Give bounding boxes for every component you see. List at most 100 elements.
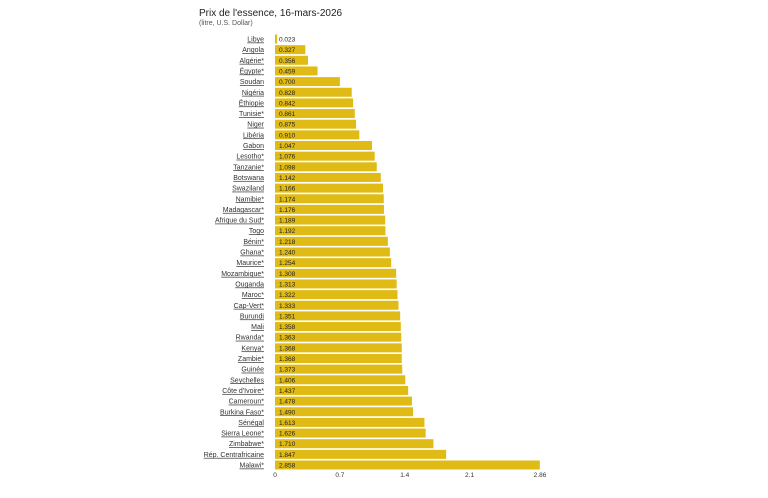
value-label: 0.875 [279, 122, 296, 129]
value-label: 1.333 [279, 303, 296, 310]
value-label: 1.166 [279, 186, 296, 193]
value-label: 1.478 [279, 399, 296, 406]
value-label: 1.174 [279, 196, 296, 203]
category-label: Algérie* [239, 58, 264, 65]
bar [275, 87, 352, 97]
category-label: Gabon [243, 143, 264, 150]
value-label: 0.842 [279, 100, 296, 107]
bar [275, 396, 412, 406]
value-label: 0.700 [279, 79, 296, 86]
value-label: 0.327 [279, 47, 296, 54]
value-label: 0.023 [279, 37, 296, 44]
category-label: Sénégal [238, 420, 264, 427]
category-label: Ouganda [235, 281, 264, 288]
category-label: Libéria [243, 132, 264, 139]
value-label: 1.142 [279, 175, 296, 182]
chart-subtitle: (litre, U.S. Dollar) [199, 20, 253, 27]
category-label: Burundi [240, 313, 265, 320]
category-label: Swaziland [232, 186, 264, 193]
bar [275, 247, 390, 257]
value-label: 0.459 [279, 68, 296, 75]
value-label: 1.322 [279, 292, 296, 299]
bar [275, 226, 386, 236]
bar [275, 119, 357, 129]
bar [275, 109, 355, 119]
category-label: Kenya* [241, 345, 264, 352]
category-label: Maroc* [242, 292, 264, 299]
value-label: 1.308 [279, 271, 296, 278]
category-label: Lesotho* [236, 154, 264, 161]
category-label: Zimbabwe* [229, 441, 264, 448]
category-label: Tanzanie* [233, 164, 264, 171]
category-label: Malawi* [239, 463, 264, 470]
bar [275, 45, 306, 55]
bar [275, 66, 318, 76]
category-label: Sierra Leone* [221, 431, 264, 438]
bar [275, 268, 397, 278]
x-tick-label: 2.1 [465, 472, 474, 479]
value-label: 1.363 [279, 335, 296, 342]
x-tick-label: 0 [273, 472, 277, 479]
bar [275, 215, 386, 225]
category-label: Cameroun* [229, 399, 265, 406]
x-tick-label: 1.4 [400, 472, 409, 479]
category-label: Libye [247, 37, 264, 44]
value-label: 1.406 [279, 377, 296, 384]
bar [275, 428, 426, 438]
value-label: 1.358 [279, 324, 296, 331]
category-label: Ghana* [240, 250, 264, 257]
bar [275, 407, 414, 417]
category-label: Nigéria [242, 90, 264, 97]
value-label: 0.861 [279, 111, 296, 118]
category-label: Botswana [233, 175, 264, 182]
bar [275, 449, 447, 459]
bar [275, 311, 401, 321]
category-label: Bénin* [243, 239, 264, 246]
bar [275, 300, 399, 310]
value-label: 1.218 [279, 239, 296, 246]
bar [275, 172, 381, 182]
bar [275, 375, 406, 385]
bar [275, 364, 403, 374]
bar [275, 332, 402, 342]
bar [275, 354, 402, 363]
category-label: Madagascar* [223, 207, 265, 214]
chart-title: Prix de l'essence, 16-mars-2026 [199, 8, 343, 19]
bar [275, 385, 409, 395]
category-label: Zambie* [238, 356, 264, 363]
value-label: 1.847 [279, 452, 296, 459]
category-label: Angola [242, 47, 264, 54]
value-label: 0.828 [279, 90, 296, 97]
value-label: 1.047 [279, 143, 296, 150]
value-label: 1.437 [279, 388, 296, 395]
value-label: 1.368 [279, 356, 296, 363]
value-label: 1.189 [279, 218, 296, 225]
value-label: 1.626 [279, 431, 296, 438]
bar [275, 183, 384, 193]
bar [275, 460, 540, 470]
value-label: 1.076 [279, 154, 296, 161]
category-label: Maurice* [236, 260, 264, 267]
x-tick-label: 0.7 [335, 472, 344, 479]
bar [275, 162, 377, 172]
category-label: Burkina Faso* [220, 409, 264, 416]
value-label: 0.910 [279, 132, 296, 139]
bar [275, 258, 392, 268]
category-label: Seychelles [230, 377, 264, 384]
bar [275, 343, 402, 353]
category-label: Tunisie* [239, 111, 264, 118]
category-label: Côte d'Ivoire* [222, 388, 264, 395]
category-label: Afrique du Sud* [215, 218, 264, 225]
bar [275, 204, 384, 214]
value-label: 1.351 [279, 313, 296, 320]
value-label: 1.368 [279, 345, 296, 352]
category-label: Guinée [241, 367, 264, 374]
category-label: Niger [247, 122, 264, 129]
bar [275, 141, 373, 150]
bar [275, 439, 434, 449]
category-label: Namibie* [236, 196, 265, 203]
bar [275, 130, 360, 140]
value-label: 1.176 [279, 207, 296, 214]
bar [275, 55, 308, 65]
